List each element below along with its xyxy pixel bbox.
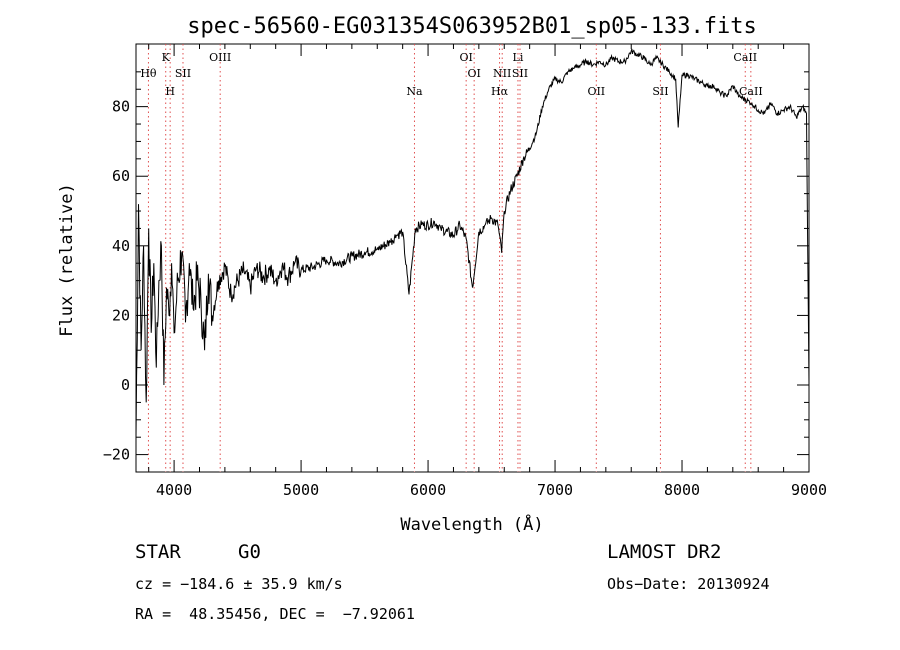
line-marker-label: Hθ xyxy=(140,67,157,80)
x-tick-label: 6000 xyxy=(410,481,446,499)
object-class: STAR xyxy=(135,541,181,563)
spectrum-line xyxy=(135,48,810,438)
y-axis-label: Flux (relative) xyxy=(57,183,77,337)
line-marker-label: SII xyxy=(652,85,668,98)
line-marker-label: OI xyxy=(459,51,472,64)
y-axis-ticks: −20 0 20 40 60 80 xyxy=(103,71,809,464)
spectral-line-markers xyxy=(147,44,752,472)
observation-date: Obs−Date: 20130924 xyxy=(607,575,770,593)
line-marker-label: K xyxy=(162,51,171,64)
line-marker-label: SII xyxy=(175,67,191,80)
plot-frame xyxy=(135,43,810,473)
coordinates: RA = 48.35456, DEC = −7.92061 xyxy=(135,605,415,623)
x-tick-label: 7000 xyxy=(537,481,573,499)
line-marker-label: Na xyxy=(406,85,423,98)
line-marker-label: CaII xyxy=(733,51,757,64)
spectral-subclass: G0 xyxy=(238,541,261,563)
line-marker-label: OI xyxy=(467,67,480,80)
line-marker-label: Li xyxy=(513,51,524,64)
line-marker-label: Hα xyxy=(491,85,509,98)
line-marker-label: NII xyxy=(493,67,511,80)
y-tick-label: 20 xyxy=(112,306,130,324)
y-tick-label: 60 xyxy=(112,167,130,185)
survey-name: LAMOST DR2 xyxy=(607,541,722,563)
line-marker-label: CaII xyxy=(739,85,763,98)
radial-velocity: cz = −184.6 ± 35.9 km/s xyxy=(135,575,343,593)
x-axis-ticks: 4000 5000 6000 7000 8000 9000 xyxy=(148,44,827,499)
line-marker-label: OII xyxy=(587,85,605,98)
y-tick-label: 0 xyxy=(121,376,130,394)
y-tick-label: 40 xyxy=(112,237,130,255)
chart-title: spec-56560-EG031354S063952B01_sp05-133.f… xyxy=(187,14,757,39)
line-marker-label: OIII xyxy=(209,51,231,64)
y-tick-label: −20 xyxy=(103,446,130,464)
x-axis-label: Wavelength (Å) xyxy=(400,513,543,535)
x-tick-label: 4000 xyxy=(156,481,192,499)
line-marker-label: H xyxy=(165,85,175,98)
x-tick-label: 9000 xyxy=(791,481,827,499)
y-tick-label: 80 xyxy=(112,98,130,116)
x-tick-label: 8000 xyxy=(664,481,700,499)
x-tick-label: 5000 xyxy=(283,481,319,499)
line-marker-label: SII xyxy=(512,67,528,80)
